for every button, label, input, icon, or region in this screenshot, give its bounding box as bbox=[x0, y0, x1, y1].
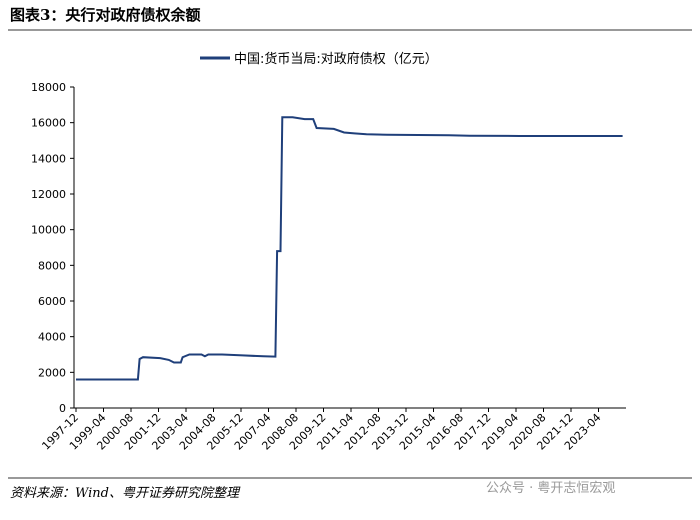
y-tick-label: 6000 bbox=[38, 295, 66, 308]
y-tick-label: 2000 bbox=[38, 366, 66, 379]
y-tick-label: 14000 bbox=[31, 152, 66, 165]
series-line bbox=[76, 116, 623, 381]
legend-label: 中国:货币当局:对政府债权（亿元） bbox=[234, 51, 438, 67]
chart-title: 图表3：央行对政府债权余额 bbox=[10, 6, 200, 24]
y-tick-label: 4000 bbox=[38, 331, 66, 344]
y-tick-label: 10000 bbox=[31, 224, 66, 237]
watermark: 公众号 · 粤开志恒宏观 bbox=[486, 480, 615, 496]
source: 资料来源：Wind、粤开证券研究院整理 bbox=[10, 485, 241, 501]
y-tick-label: 16000 bbox=[31, 117, 66, 130]
y-tick-label: 0 bbox=[59, 402, 66, 415]
y-tick-label: 18000 bbox=[31, 81, 66, 94]
y-tick-label: 8000 bbox=[38, 259, 66, 272]
y-tick-label: 12000 bbox=[31, 188, 66, 201]
